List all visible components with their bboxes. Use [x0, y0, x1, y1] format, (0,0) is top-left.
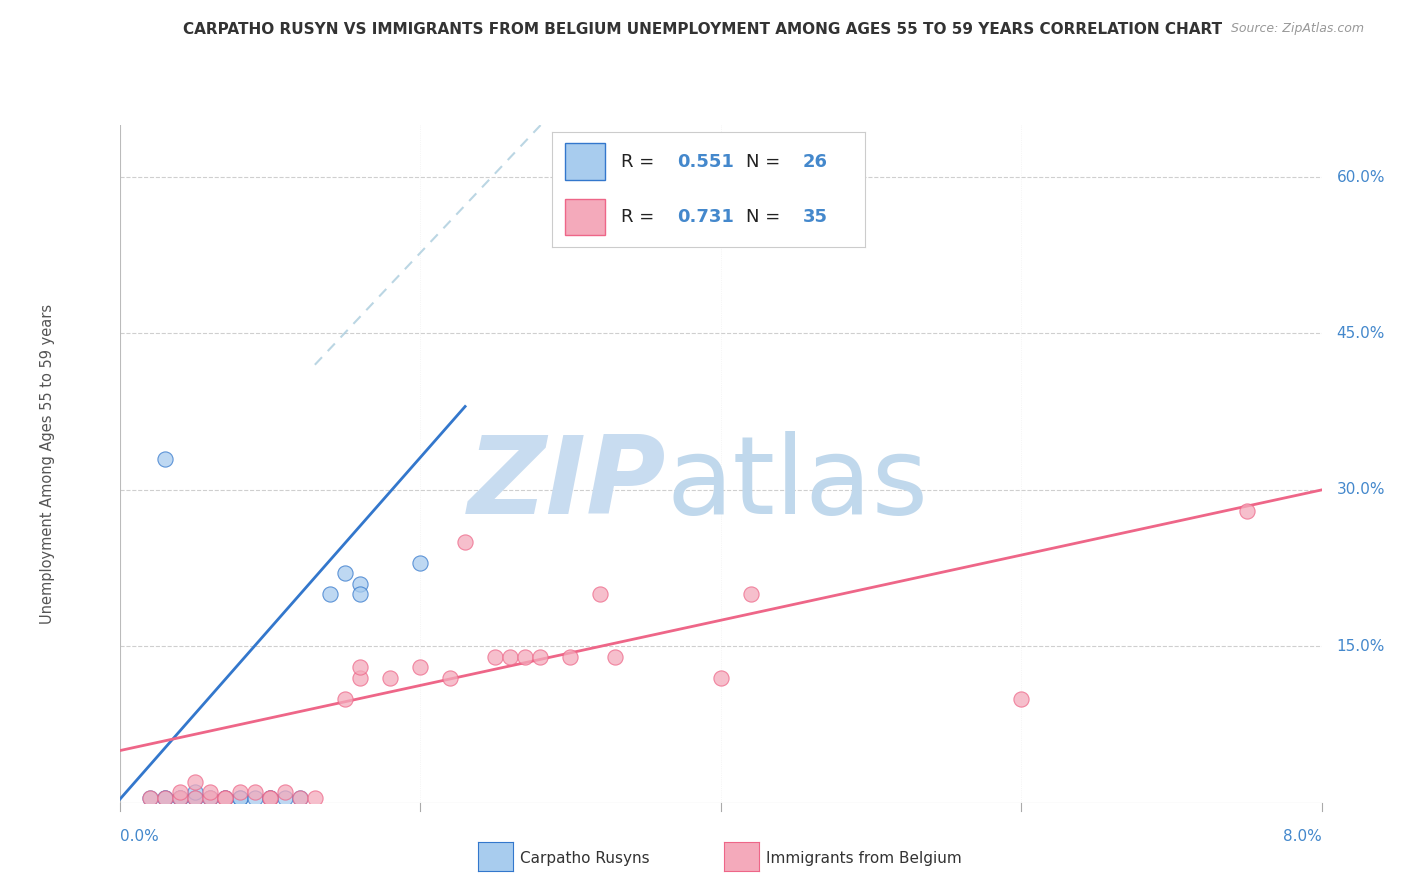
Point	[259, 790, 281, 805]
Point	[304, 790, 326, 805]
Text: 45.0%: 45.0%	[1337, 326, 1385, 341]
Point	[228, 790, 252, 805]
Text: 8.0%: 8.0%	[1282, 829, 1322, 844]
Point	[214, 790, 236, 805]
Point	[349, 576, 371, 591]
Point	[138, 790, 160, 805]
Point	[169, 790, 191, 805]
Text: 0.0%: 0.0%	[120, 829, 159, 844]
Text: ZIP: ZIP	[468, 431, 666, 537]
Point	[349, 587, 371, 601]
Text: 30.0%: 30.0%	[1337, 483, 1385, 498]
Point	[214, 790, 236, 805]
Point	[198, 790, 221, 805]
Point	[138, 790, 160, 805]
Point	[740, 587, 762, 601]
Point	[1236, 504, 1258, 518]
Point	[515, 649, 537, 664]
Point	[288, 790, 311, 805]
Point	[183, 790, 205, 805]
Point	[183, 785, 205, 799]
Point	[409, 660, 432, 674]
Point	[153, 790, 176, 805]
Point	[169, 790, 191, 805]
Point	[709, 671, 731, 685]
Point	[228, 790, 252, 805]
Point	[1010, 691, 1032, 706]
Point	[183, 775, 205, 789]
Point	[319, 587, 342, 601]
Point	[183, 790, 205, 805]
Point	[259, 790, 281, 805]
Point	[198, 785, 221, 799]
Point	[454, 535, 477, 549]
Point	[378, 671, 401, 685]
Point	[529, 649, 551, 664]
Point	[169, 790, 191, 805]
Point	[349, 660, 371, 674]
Text: Carpatho Rusyns: Carpatho Rusyns	[520, 851, 650, 865]
Text: atlas: atlas	[666, 431, 928, 537]
Point	[259, 790, 281, 805]
Point	[169, 785, 191, 799]
Point	[333, 566, 356, 581]
Point	[274, 790, 297, 805]
Point	[605, 649, 627, 664]
Point	[409, 556, 432, 570]
Text: CARPATHO RUSYN VS IMMIGRANTS FROM BELGIUM UNEMPLOYMENT AMONG AGES 55 TO 59 YEARS: CARPATHO RUSYN VS IMMIGRANTS FROM BELGIU…	[183, 22, 1223, 37]
Text: 60.0%: 60.0%	[1337, 169, 1385, 185]
Point	[333, 691, 356, 706]
Text: Unemployment Among Ages 55 to 59 years: Unemployment Among Ages 55 to 59 years	[39, 304, 55, 624]
Point	[259, 790, 281, 805]
Point	[214, 790, 236, 805]
Text: Immigrants from Belgium: Immigrants from Belgium	[766, 851, 962, 865]
Point	[243, 785, 266, 799]
Point	[198, 790, 221, 805]
Point	[198, 790, 221, 805]
Point	[169, 790, 191, 805]
Point	[288, 790, 311, 805]
Point	[274, 785, 297, 799]
Point	[589, 587, 612, 601]
Point	[153, 790, 176, 805]
Text: Source: ZipAtlas.com: Source: ZipAtlas.com	[1230, 22, 1364, 36]
Point	[560, 649, 582, 664]
Point	[228, 785, 252, 799]
Point	[214, 790, 236, 805]
Text: 15.0%: 15.0%	[1337, 639, 1385, 654]
Point	[484, 649, 506, 664]
Point	[243, 790, 266, 805]
Point	[439, 671, 461, 685]
Point	[349, 671, 371, 685]
Point	[153, 790, 176, 805]
Point	[153, 451, 176, 466]
Point	[183, 790, 205, 805]
Point	[499, 649, 522, 664]
